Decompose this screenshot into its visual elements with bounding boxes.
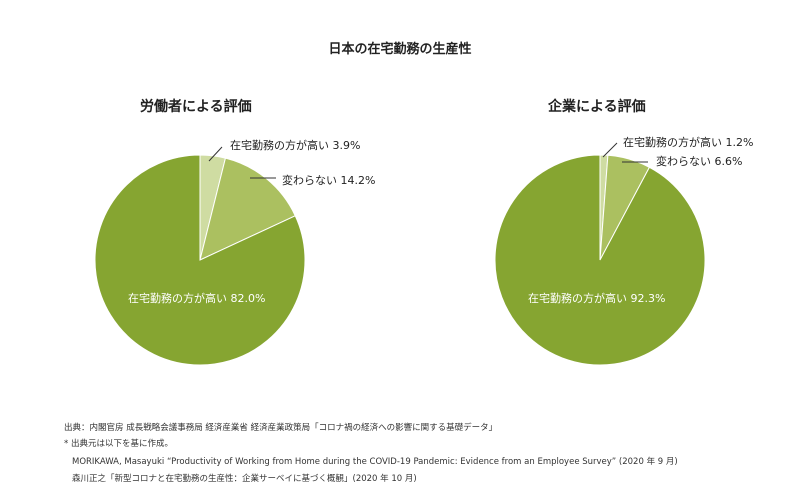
- company-pie-slice-2: [494, 154, 706, 366]
- company-leader-line-0: [602, 142, 618, 158]
- worker-leader-line-0: [208, 146, 223, 162]
- reference-2: 森川正之「新型コロナと在宅勤務の生産性：企業サーベイに基づく概観」(2020 年…: [72, 474, 417, 484]
- worker-pie-title: 労働者による評価: [140, 99, 252, 115]
- company-label-same: 変わらない 6.6%: [656, 155, 743, 168]
- company-label-main: 在宅勤務の方が高い 92.3%: [528, 292, 666, 305]
- chart-title: 日本の在宅勤務の生産性: [328, 42, 472, 57]
- reference-1: MORIKAWA, Masayuki “Productivity of Work…: [72, 457, 678, 467]
- source-footnote: * 出典元は以下を基に作成。: [64, 439, 173, 449]
- worker-label-main: 在宅勤務の方が高い 82.0%: [128, 292, 266, 305]
- worker-label-high-home: 在宅勤務の方が高い 3.9%: [230, 139, 361, 152]
- company-pie-title: 企業による評価: [548, 99, 646, 115]
- source-note: 出典：内閣官房 成長戦略会議事務局 経済産業省 経済産業政策局「コロナ禍の経済へ…: [64, 423, 498, 433]
- worker-pie-slice-1: [199, 157, 296, 261]
- worker-label-same: 変わらない 14.2%: [282, 174, 376, 187]
- company-label-high-home: 在宅勤務の方が高い 1.2%: [623, 136, 754, 149]
- worker-pie-slice-2: [94, 154, 306, 366]
